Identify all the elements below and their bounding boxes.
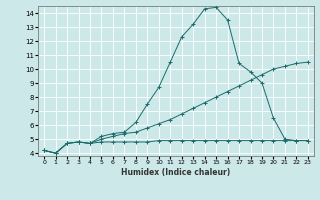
X-axis label: Humidex (Indice chaleur): Humidex (Indice chaleur) xyxy=(121,168,231,177)
